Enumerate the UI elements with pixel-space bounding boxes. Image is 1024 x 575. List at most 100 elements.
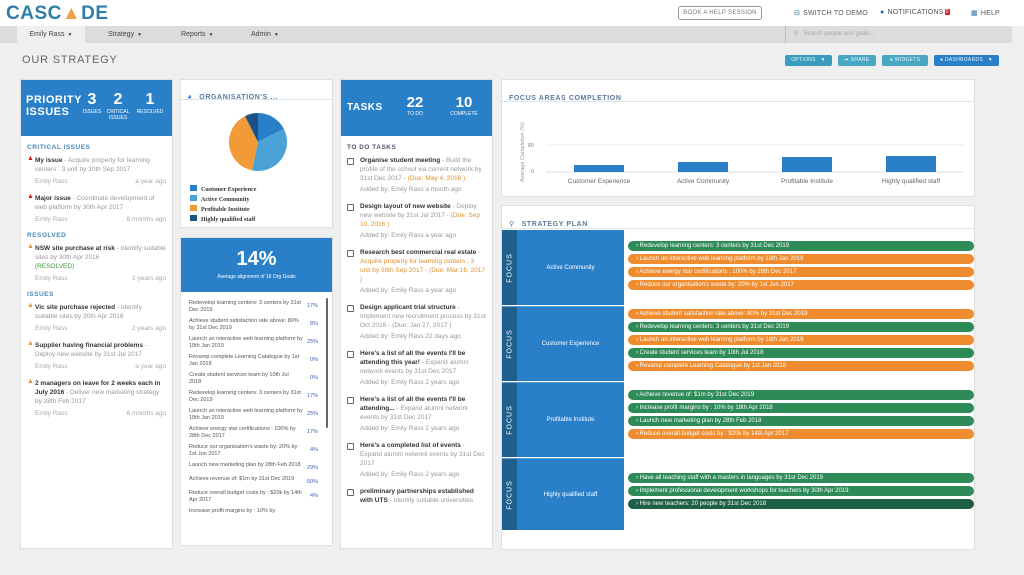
book-help-session-button[interactable]: BOOK A HELP SESSION: [678, 6, 762, 20]
alignment-item[interactable]: Redevelop learning centers: 3 centers by…: [189, 390, 318, 403]
share-icon: ➦: [844, 57, 851, 63]
issue-item[interactable]: ▲ Vic site purchase rejected - Identify …: [27, 302, 166, 332]
resolved-stat[interactable]: 1 RESOLVED: [136, 91, 164, 115]
svg-text:80: 80: [528, 143, 534, 149]
goal-bar[interactable]: › Create student services team by 10th J…: [628, 348, 974, 358]
goal-bar[interactable]: › Reduce overall budget costs by : $20k …: [628, 429, 974, 439]
priority-issues-header: PRIORITY ISSUES 3 ISSUES 2 CRITICAL ISSU…: [21, 80, 172, 136]
pie-chart-icon: ◕: [187, 92, 192, 101]
alignment-item[interactable]: Increase profit margins by : 10% by: [189, 508, 276, 514]
plus-circle-icon: ●: [889, 57, 895, 63]
critical-issues-heading: CRITICAL ISSUES: [27, 144, 91, 151]
goal-bar[interactable]: › Revamp complete Learning Catalogue by …: [628, 361, 974, 371]
complete-stat[interactable]: 10 COMPLETE: [450, 94, 478, 117]
alignment-item[interactable]: Achieve student satisfaction rate above:…: [189, 318, 318, 331]
nav-user-menu[interactable]: Emily Rass ▼: [17, 26, 85, 43]
goal-bar[interactable]: › Launch an interactive web learning pla…: [628, 254, 974, 264]
task-checkbox[interactable]: [347, 204, 354, 211]
alignment-item[interactable]: Reduce overall budget costs by : $20k by…: [189, 490, 318, 503]
nav-reports[interactable]: Reports ▼: [181, 31, 214, 38]
goal-bar[interactable]: › Have all teaching staff with a masters…: [628, 473, 974, 483]
strategy-plan-title: STRATEGY PLAN: [521, 221, 588, 228]
focus-area-name[interactable]: Profitable Institute: [517, 383, 624, 457]
task-item: Research best commercial real estate - A…: [347, 248, 486, 295]
alignment-item[interactable]: Redevelop learning centers: 3 centers by…: [189, 300, 318, 313]
focus-label: FOCUS: [502, 383, 517, 457]
alignment-item[interactable]: Revamp complete Learning Catalogue by 1s…: [189, 354, 318, 367]
help-link[interactable]: ▦ HELP: [971, 10, 1000, 17]
task-checkbox[interactable]: [347, 443, 354, 450]
priority-issues-panel: PRIORITY ISSUES 3 ISSUES 2 CRITICAL ISSU…: [20, 79, 173, 549]
warning-icon: ▲: [27, 302, 34, 309]
switch-to-demo-link[interactable]: ⊟ SWITCH TO DEMO: [794, 10, 868, 17]
alignment-item[interactable]: Launch an interactive web learning platf…: [189, 408, 318, 421]
warning-icon: ▲: [27, 155, 34, 162]
notifications-link[interactable]: ● NOTIFICATIONS 0: [880, 9, 950, 16]
task-checkbox[interactable]: [347, 158, 354, 165]
task-item: Design layout of new website - Deploy ne…: [347, 202, 486, 240]
alignment-item[interactable]: Create student services team by 10th Jul…: [189, 372, 318, 385]
alignment-item[interactable]: Achieve revenue of: $1m by 31st Dec 2019…: [189, 476, 318, 485]
issue-item[interactable]: ▲ Supplier having financial problems - D…: [27, 340, 166, 370]
issue-item[interactable]: ▲ My issue - Acquire property for learni…: [27, 155, 166, 185]
focus-label: FOCUS: [502, 307, 517, 381]
warning-icon: ▲: [27, 340, 34, 347]
widgets-button[interactable]: ● WIDGETS: [882, 55, 928, 66]
task-checkbox[interactable]: [347, 489, 354, 496]
goal-bar[interactable]: › Redevelop learning centers: 3 centers …: [628, 322, 974, 332]
goal-bar[interactable]: › Launch an interactive web learning pla…: [628, 335, 974, 345]
alignment-item[interactable]: Achieve energy star certifications : 100…: [189, 426, 318, 439]
map-pin-icon: ⚲: [509, 221, 515, 228]
goal-bar[interactable]: › Implement professional development wor…: [628, 486, 974, 496]
dashboards-button[interactable]: ● DASHBOARDS ▼: [934, 55, 999, 66]
goal-bar[interactable]: › Reduce our organisation's waste by: 20…: [628, 280, 974, 290]
goal-bar[interactable]: › Redevelop learning centers: 3 centers …: [628, 241, 974, 251]
caret-down-icon: ▼: [67, 32, 73, 38]
cascade-logo[interactable]: CASC▲DE: [6, 3, 109, 24]
task-item: Here's a list of all the events I'll be …: [347, 349, 486, 387]
issue-item[interactable]: ▲ Major issue - Coordinate development o…: [27, 193, 166, 223]
caret-down-icon: ▼: [820, 57, 826, 63]
task-checkbox[interactable]: [347, 397, 354, 404]
goal-bar[interactable]: › Increase profit margins by : 10% by 18…: [628, 403, 974, 413]
focus-label: FOCUS: [502, 230, 517, 305]
goal-bar[interactable]: › Achieve energy star certifications : 1…: [628, 267, 974, 277]
svg-text:Customer Experience: Customer Experience: [568, 178, 631, 185]
alignment-item[interactable]: Reduce our organisation's waste by: 20% …: [189, 444, 318, 457]
organisation-pie-chart[interactable]: [228, 112, 288, 172]
task-checkbox[interactable]: [347, 351, 354, 358]
organisation-title: ORGANISATION'S ...: [199, 94, 279, 101]
goal-bar[interactable]: › Hire new teachers: 20 people by 31st D…: [628, 499, 974, 509]
nav-strategy[interactable]: Strategy ▼: [108, 31, 143, 38]
focus-area-name[interactable]: Active Community: [517, 230, 624, 305]
top-bar: CASC▲DE BOOK A HELP SESSION ⊟ SWITCH TO D…: [0, 0, 1024, 26]
nav-admin[interactable]: Admin ▼: [251, 31, 279, 38]
focus-completion-bar-chart[interactable]: Average Completion (%) 80 0 Customer Exp…: [502, 102, 975, 197]
legend-item: Active Community: [190, 195, 256, 205]
todo-stat[interactable]: 22 TO DO: [406, 94, 424, 117]
search-icon: ⚲: [794, 31, 799, 37]
focus-area-name[interactable]: Highly qualified staff: [517, 459, 624, 530]
alignment-list: Redevelop learning centers: 3 centers by…: [181, 292, 332, 515]
focus-area-name[interactable]: Customer Experience: [517, 307, 624, 381]
alignment-item[interactable]: Launch new marketing plan by 28th Feb 20…: [189, 462, 318, 471]
goal-bar[interactable]: › Achieve revenue of: $1m by 31st Dec 20…: [628, 390, 974, 400]
share-button[interactable]: ➦ SHARE: [838, 55, 876, 66]
search-input[interactable]: ⚲ Search people and goals...: [785, 26, 1012, 43]
alignment-item[interactable]: Launch an interactive web learning platf…: [189, 336, 318, 349]
issues-stat[interactable]: 3 ISSUES: [82, 91, 102, 115]
legend-item: Highly qualified staff: [190, 215, 256, 225]
task-checkbox[interactable]: [347, 305, 354, 312]
scrollbar[interactable]: [326, 298, 328, 428]
goal-bar[interactable]: › Achieve student satisfaction rate abov…: [628, 309, 974, 319]
options-button[interactable]: OPTIONS ▼: [785, 55, 832, 66]
issue-item[interactable]: ▲ NSW site purchase at risk - Identify s…: [27, 243, 166, 282]
critical-issues-stat[interactable]: 2 CRITICAL ISSUES: [106, 91, 130, 121]
issue-item[interactable]: ▲ 2 managers on leave for 2 weeks each i…: [27, 378, 166, 417]
task-item: Here's a list of all the events I'll be …: [347, 395, 486, 433]
task-checkbox[interactable]: [347, 250, 354, 257]
task-item: Here's a completed list of events - Expa…: [347, 441, 486, 479]
caret-down-icon: ▼: [137, 32, 143, 38]
focus-areas-completion-panel: FOCUS AREAS COMPLETION Average Completio…: [501, 79, 975, 197]
goal-bar[interactable]: › Launch new marketing plan by 28th Feb …: [628, 416, 974, 426]
